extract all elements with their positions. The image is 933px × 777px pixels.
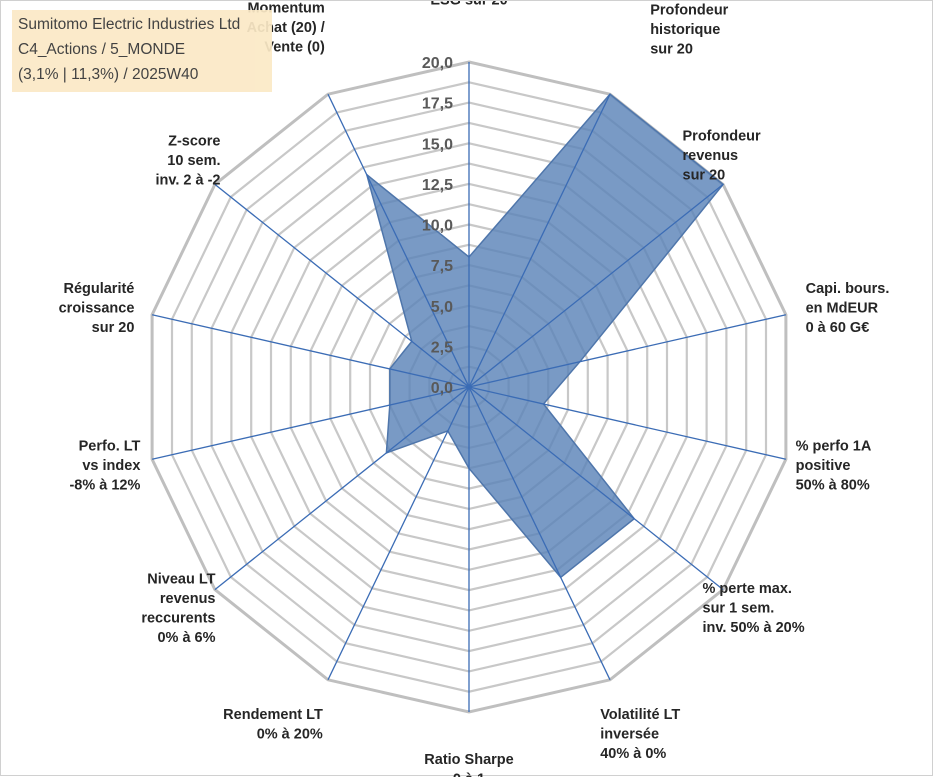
axis-label-line: croissance xyxy=(59,300,135,316)
axis-label-line: Ratio Sharpe xyxy=(424,752,513,768)
axis-label-line: 50% à 80% xyxy=(796,478,870,494)
axis-label-line: 0% à 6% xyxy=(157,630,215,646)
axis-label: Régularité croissance sur 20 xyxy=(59,281,135,336)
axis-label-line: Z-score xyxy=(168,133,220,149)
axis-label-line: Rendement LT xyxy=(223,707,323,723)
axis-label-line: revenus xyxy=(160,591,216,607)
axis-label: Z-score 10 sem. inv. 2 à -2 xyxy=(155,133,220,188)
axis-label: Volatilité LT inversée 40% à 0% xyxy=(600,707,680,762)
axis-label-line: 0% à 20% xyxy=(257,726,323,742)
radial-tick-label: 0,0 xyxy=(431,380,453,397)
axis-label-line: Volatilité LT xyxy=(600,707,680,723)
axis-label-line: inversée xyxy=(600,726,659,742)
axis-label-line: Profondeur xyxy=(650,3,728,19)
axis-label: % perfo 1A positive 50% à 80% xyxy=(796,439,872,494)
axis-label: % perte max. sur 1 sem. inv. 50% à 20% xyxy=(703,581,805,636)
chart-title-box: Sumitomo Electric Industries Ltd C4_Acti… xyxy=(12,10,272,92)
data-layer xyxy=(367,94,724,577)
axis-label-line: sur 20 xyxy=(92,320,135,336)
axis-label-line: Vente (0) xyxy=(264,40,325,56)
axis-label-line: vs index xyxy=(82,458,140,474)
chart-title-line-1: Sumitomo Electric Industries Ltd xyxy=(18,12,272,37)
axis-label: Capi. bours. en MdEUR 0 à 60 G€ xyxy=(806,281,890,336)
axis-label: Profondeur historique sur 20 xyxy=(650,3,728,58)
axis-label: Rendement LT 0% à 20% xyxy=(223,707,323,743)
axis-label-line: sur 20 xyxy=(650,42,693,58)
axis-label-line: % perte max. xyxy=(703,581,792,597)
axis-label-line: historique xyxy=(650,22,720,38)
axis-label: Niveau LT revenus reccurents 0% à 6% xyxy=(141,571,215,646)
axis-label-line: reccurents xyxy=(141,610,215,626)
axis-label-line: -8% à 12% xyxy=(69,478,140,494)
radial-tick-label: 2,5 xyxy=(431,339,453,356)
axis-label-line: sur 20 xyxy=(683,167,726,183)
chart-title-line-3: (3,1% | 11,3%) / 2025W40 xyxy=(18,62,272,87)
radial-tick-label: 20,0 xyxy=(422,55,453,72)
radial-tick-label: 17,5 xyxy=(422,96,453,113)
chart-title-line-2: C4_Actions / 5_MONDE xyxy=(18,37,272,62)
radial-tick-label: 15,0 xyxy=(422,136,453,153)
axis-label-line: % perfo 1A xyxy=(796,439,872,455)
axis-label-line: positive xyxy=(796,458,851,474)
axis-label-line: 0 à 1 xyxy=(453,772,485,777)
radial-tick-label: 12,5 xyxy=(422,177,453,194)
axis-label-line: 0 à 60 G€ xyxy=(806,320,870,336)
axis-label-line: ESG sur 20 xyxy=(430,1,507,9)
radial-tick-label: 5,0 xyxy=(431,299,453,316)
axis-label-line: Régularité xyxy=(63,281,134,297)
axis-label-line: Capi. bours. xyxy=(806,281,890,297)
axis-label: Ratio Sharpe 0 à 1 xyxy=(424,752,513,777)
radial-tick-label: 7,5 xyxy=(431,258,453,275)
axis-label: NoteESG sur 20 xyxy=(430,1,507,9)
axis-label-line: 10 sem. xyxy=(167,153,220,169)
axis-label: Perfo. LT vs index -8% à 12% xyxy=(69,439,140,494)
axis-label-line: inv. 2 à -2 xyxy=(155,172,220,188)
axis-label-line: 40% à 0% xyxy=(600,746,666,762)
axis-label-line: inv. 50% à 20% xyxy=(703,620,805,636)
axis-label: Profondeur revenus sur 20 xyxy=(683,128,761,183)
axis-label-line: en MdEUR xyxy=(806,300,879,316)
radial-tick-label: 10,0 xyxy=(422,218,453,235)
axis-label-line: Profondeur xyxy=(683,128,761,144)
axis-label-line: Niveau LT xyxy=(147,571,215,587)
series-area xyxy=(367,94,723,577)
axis-label-line: Perfo. LT xyxy=(79,439,141,455)
axis-label-line: sur 1 sem. xyxy=(703,601,775,617)
axis-label-line: revenus xyxy=(683,148,739,164)
